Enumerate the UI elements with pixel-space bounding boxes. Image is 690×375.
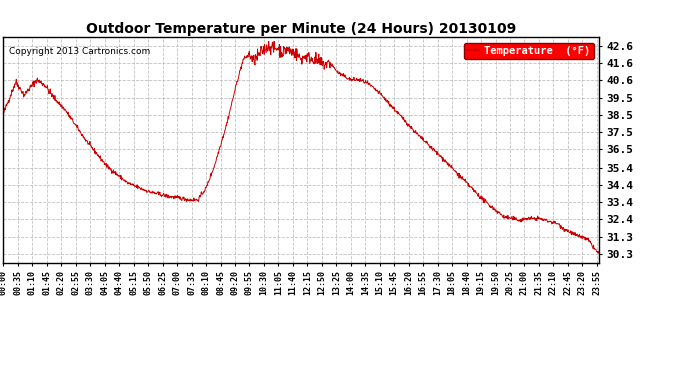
Legend: Temperature  (°F): Temperature (°F) — [464, 43, 593, 59]
Title: Outdoor Temperature per Minute (24 Hours) 20130109: Outdoor Temperature per Minute (24 Hours… — [86, 22, 516, 36]
Text: Copyright 2013 Cartronics.com: Copyright 2013 Cartronics.com — [10, 46, 150, 56]
